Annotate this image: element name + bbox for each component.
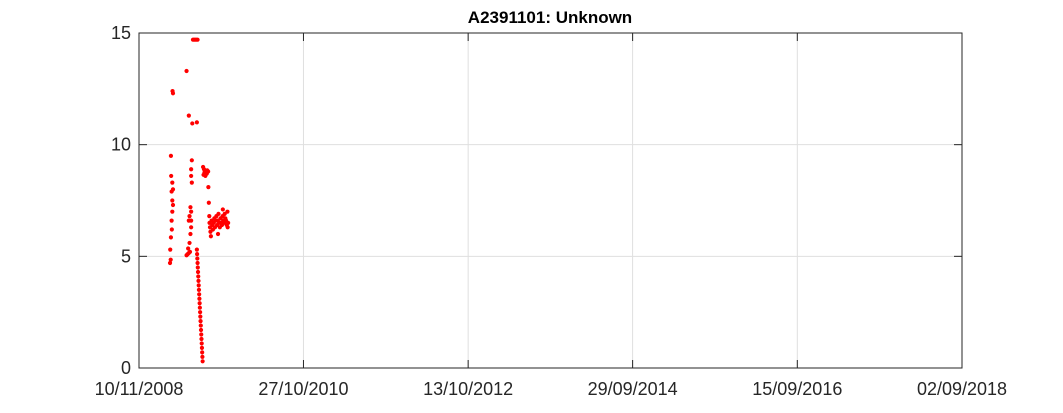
data-point [188,205,193,210]
y-tick-label: 0 [121,358,131,378]
data-point [194,247,199,252]
data-point [199,332,204,337]
data-point [198,310,203,315]
data-point [216,211,221,216]
data-point [170,198,175,203]
chart-title: A2391101: Unknown [468,8,632,27]
tick-labels: 10/11/2008 27/10/2010 13/10/2012 29/09/2014… [95,23,1007,399]
data-point [196,283,201,288]
y-tick-label: 5 [121,246,131,266]
data-point [198,319,203,324]
x-tick-label: 29/09/2014 [588,379,678,399]
data-point [207,214,212,219]
data-point [194,120,199,125]
data-point [197,301,202,306]
data-point [189,158,194,163]
data-point [186,113,191,118]
data-point [195,269,201,275]
data-point [188,231,193,237]
data-point [197,292,202,297]
x-tick-label: 10/11/2008 [95,379,184,399]
data-point [187,240,192,246]
data-point [202,170,207,175]
data-point [189,225,194,230]
x-tick-label: 15/09/2016 [752,379,842,399]
plot-frame [138,32,963,369]
data-point [199,345,205,350]
data-point [206,185,211,190]
data-point [225,209,230,214]
data-point [200,350,205,355]
data-point [170,202,176,208]
data-point [169,173,174,179]
data-point [199,341,204,346]
data-point [197,296,202,301]
x-tick-label: 13/10/2012 [423,379,513,399]
data-point [170,209,175,214]
data-point [187,249,193,254]
data-point [208,234,213,239]
data-point [184,68,189,74]
data-point [168,153,174,158]
data-point [190,121,195,126]
plot-area [139,33,962,368]
data-point [170,91,176,96]
data-point [168,235,174,240]
y-tick-label: 15 [111,23,131,43]
data-point [170,180,175,185]
data-point [189,180,194,185]
data-point [168,257,173,262]
data-point [198,323,203,328]
axis-ticks [138,32,963,369]
data-point [169,218,174,223]
data-point [198,314,203,319]
x-tick-label: 02/09/2018 [917,379,1007,399]
data-point [167,260,173,266]
data-point [187,214,192,219]
data-point [186,246,191,251]
data-point [189,209,194,214]
data-point [196,274,201,279]
data-point [195,256,200,261]
data-point [196,287,202,292]
data-point [195,260,200,266]
data-point [199,336,204,342]
data-point [220,207,225,212]
data-point [195,252,200,257]
data-point [203,173,208,179]
data-point [197,305,202,310]
y-tick-label: 10 [111,135,131,155]
data-point [196,278,201,283]
x-tick-label: 27/10/2010 [258,379,348,399]
data-point [189,218,194,223]
data-point [168,247,173,252]
data-point [200,354,205,359]
data-point [170,187,176,192]
data-point [169,227,174,232]
data-point [195,37,200,42]
data-point [215,231,221,237]
data-point [200,359,205,364]
data-point [195,265,200,270]
data-point [226,220,231,225]
data-points [167,37,231,364]
data-point [225,225,230,230]
data-point [198,327,204,333]
data-point [206,200,211,205]
data-point [189,173,194,179]
data-point [206,169,211,174]
data-point [189,167,194,172]
